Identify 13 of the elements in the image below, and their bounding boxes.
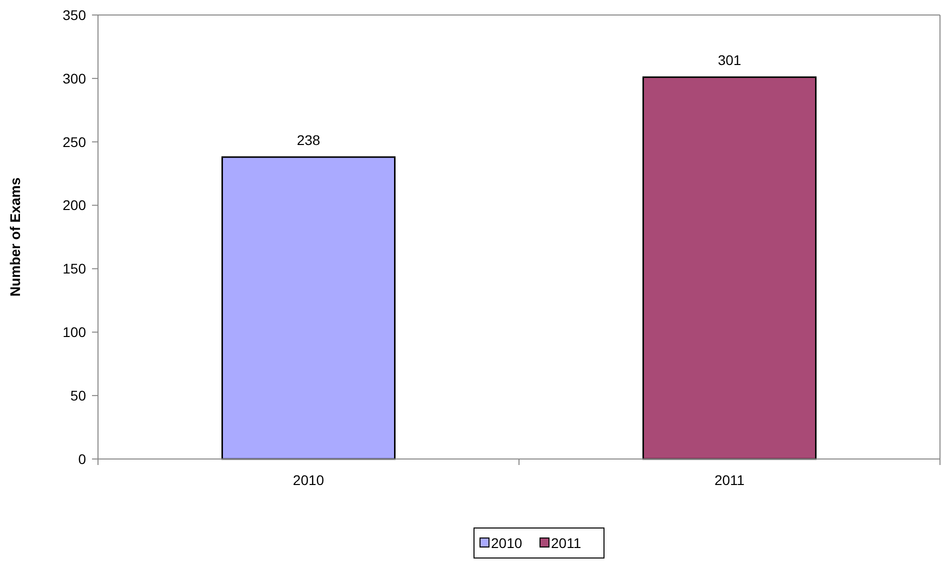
y-tick-label: 150 [62, 260, 86, 277]
y-tick-label: 0 [78, 450, 86, 467]
y-tick-label: 100 [62, 324, 86, 340]
y-tick-label: 300 [62, 70, 86, 86]
y-tick-label: 250 [62, 134, 86, 150]
data-label: 238 [296, 132, 320, 148]
y-tick-label: 200 [62, 197, 86, 214]
legend-label: 2010 [491, 535, 522, 551]
y-tick-label: 350 [62, 6, 86, 23]
legend-label: 2011 [551, 535, 582, 551]
y-tick-label: 50 [70, 387, 86, 404]
y-axis-title: Number of Exams [7, 177, 23, 297]
data-label: 301 [718, 52, 742, 68]
